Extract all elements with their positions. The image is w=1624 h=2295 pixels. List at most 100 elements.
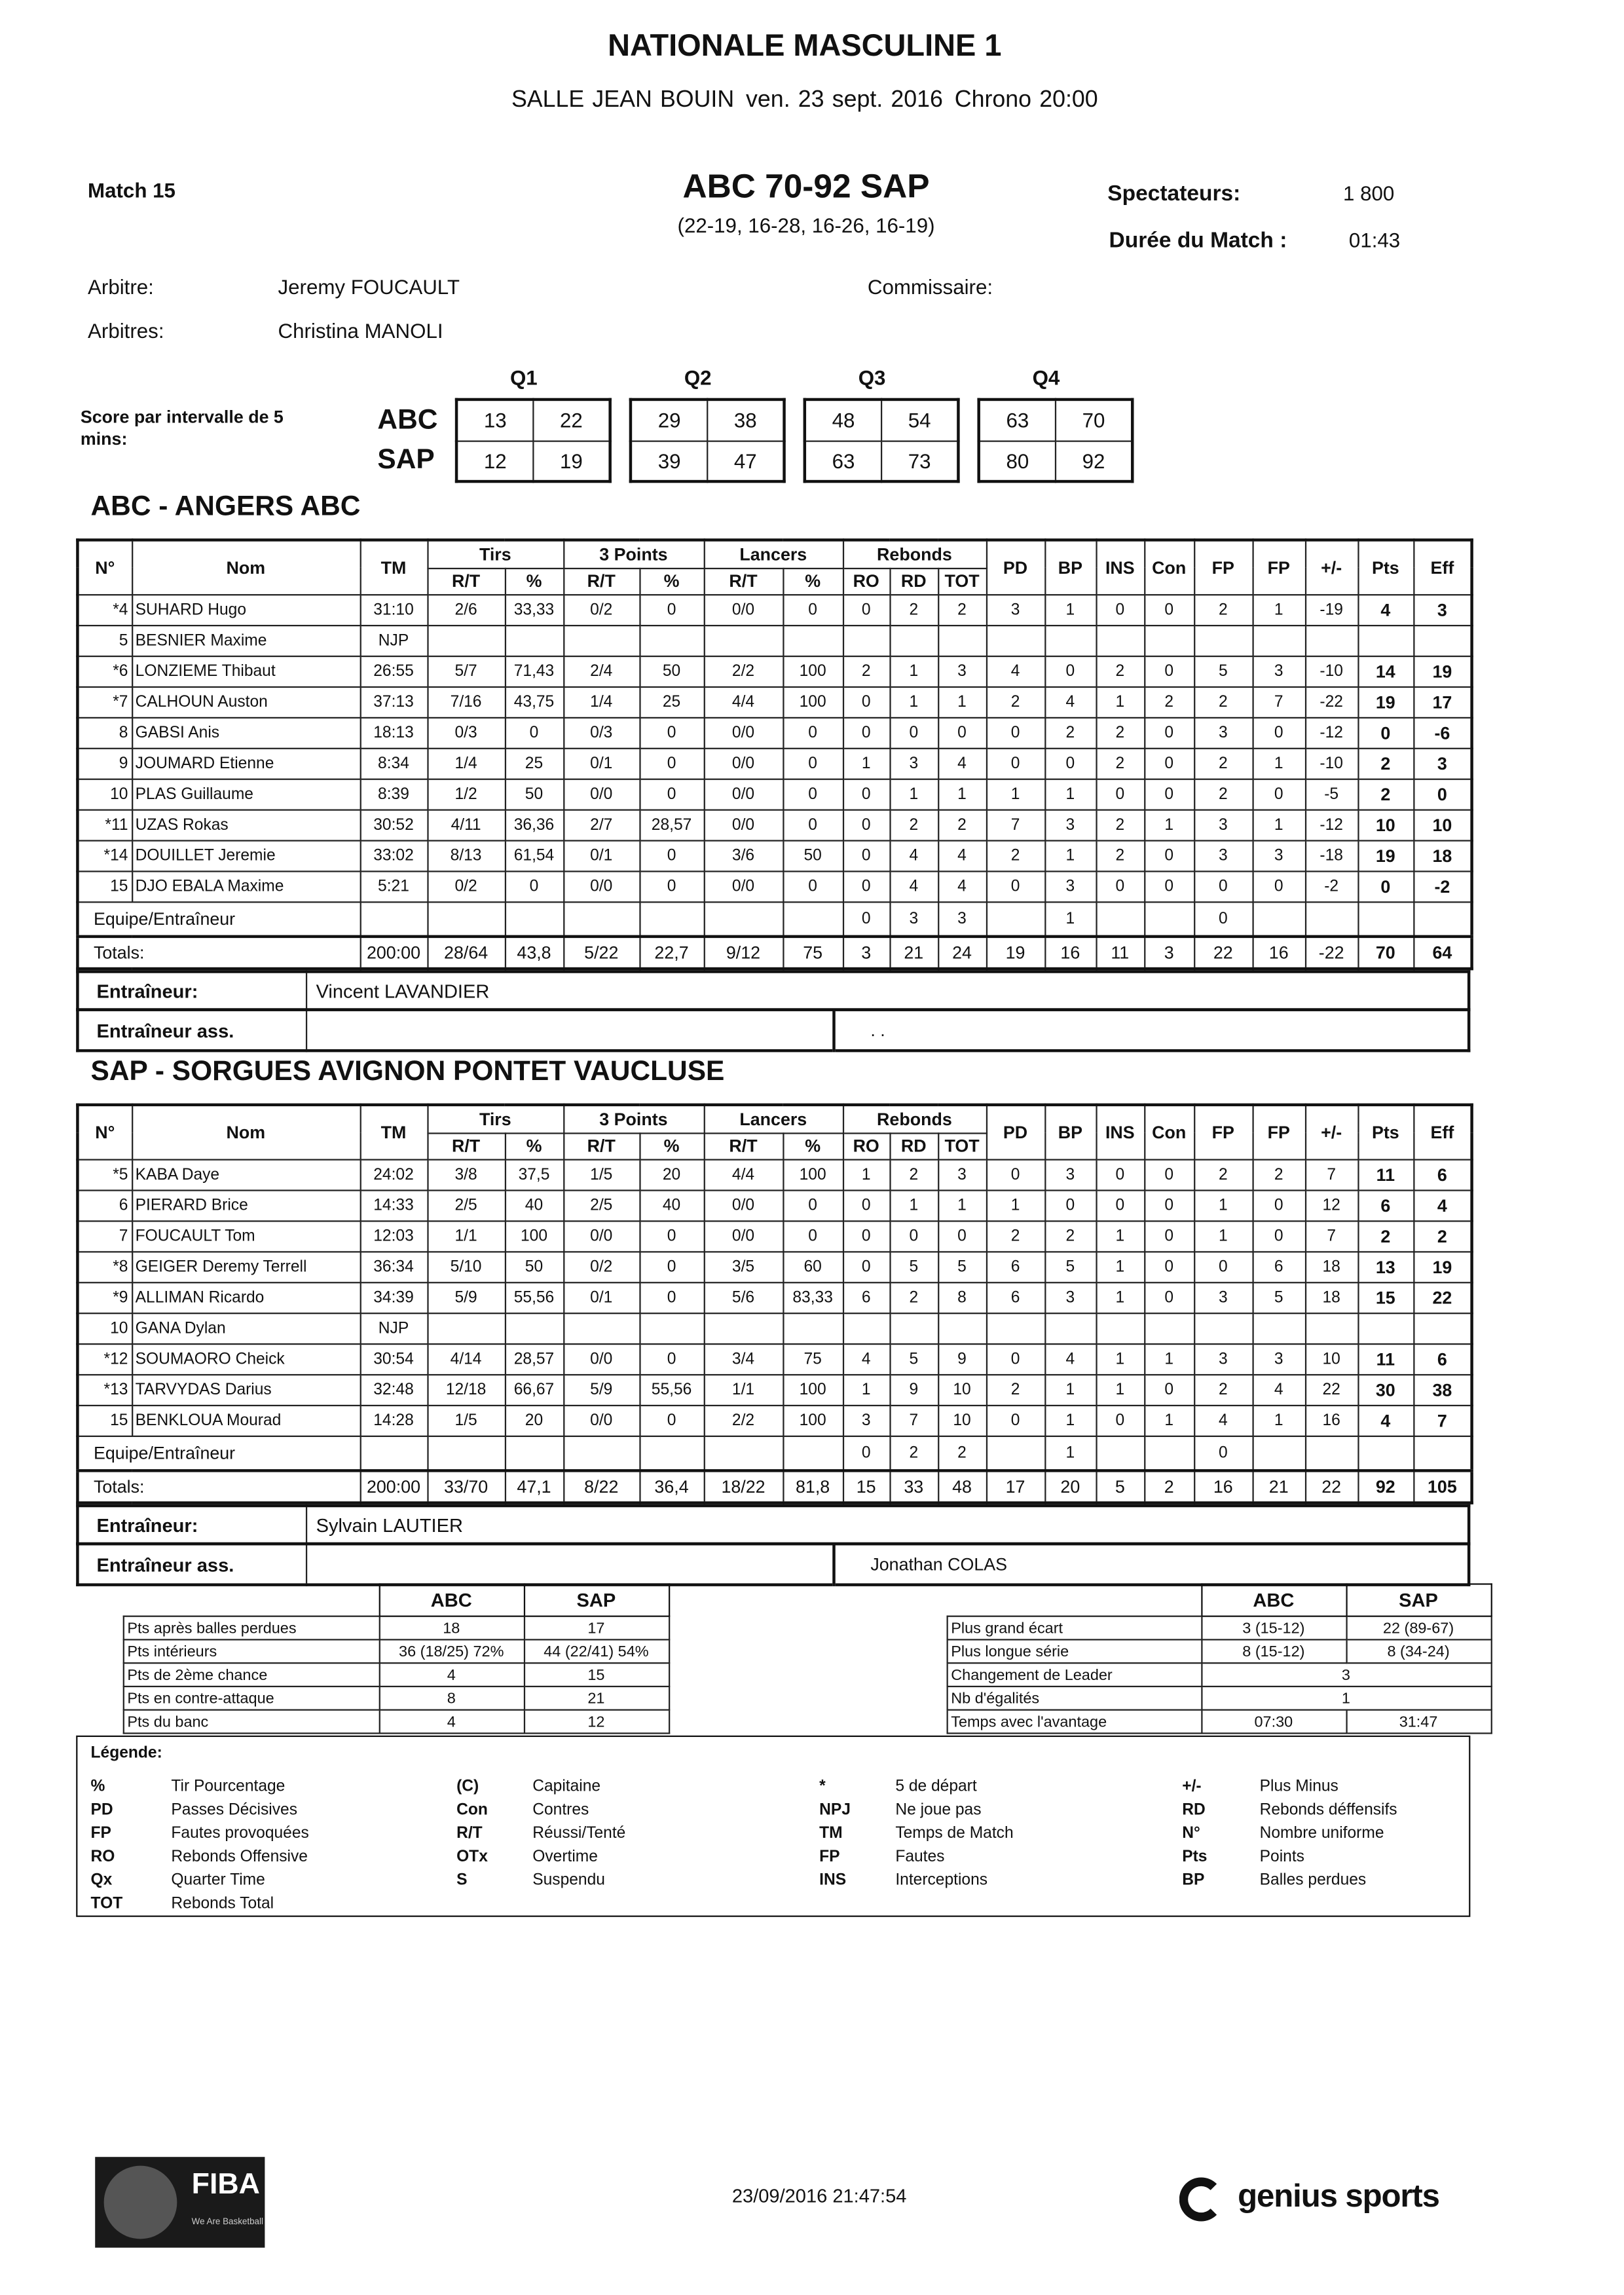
player-stat: 2 bbox=[1095, 654, 1145, 687]
player-name: GEIGER Deremy Terrell bbox=[130, 1250, 361, 1283]
player-stat: 2 bbox=[1095, 808, 1145, 841]
summary-row: Pts en contre-attaque 8 21 bbox=[122, 1685, 670, 1711]
player-stat: 4 bbox=[1193, 1404, 1253, 1436]
player-stat: 0/0 bbox=[563, 870, 640, 903]
player-stat: 5/10 bbox=[426, 1250, 506, 1283]
player-row: 10 GANA Dylan NJP bbox=[77, 1311, 1473, 1345]
player-stat: 0/1 bbox=[563, 1281, 640, 1314]
player-number: 10 bbox=[77, 777, 133, 810]
legend-text: Temps de Match bbox=[895, 1825, 1014, 1842]
referee: Jeremy FOUCAULT bbox=[278, 275, 460, 299]
stat-table: N° Nom TM Tirs 3 Points Lancers Rebonds PD BP INS… bbox=[76, 538, 1473, 971]
empty-cell bbox=[703, 624, 784, 657]
player-stat: 0 bbox=[638, 716, 705, 749]
player-row: *12 SOUMAORO Cheick 30:54 4/14 28,57 0/0 0 3/4 7… bbox=[77, 1342, 1473, 1375]
group-header: Rebonds bbox=[841, 539, 987, 569]
player-stat: 0 bbox=[1143, 1158, 1195, 1191]
player-stat: 9 bbox=[937, 1342, 987, 1375]
player-stat: 50 bbox=[782, 839, 844, 872]
player-stat: 0 bbox=[1251, 1189, 1306, 1222]
empty-cell bbox=[504, 624, 564, 657]
player-stat: 0 bbox=[1143, 747, 1195, 779]
empty-cell bbox=[1251, 1434, 1306, 1472]
interval-row: 39 47 bbox=[629, 439, 785, 483]
empty-cell bbox=[1357, 1434, 1414, 1472]
player-stat: 5 bbox=[889, 1250, 939, 1283]
player-number: 15 bbox=[77, 1404, 133, 1436]
total-value: 22 bbox=[1193, 935, 1253, 970]
player-stat: 0 bbox=[841, 593, 891, 626]
legend-text: Fautes provoquées bbox=[171, 1825, 309, 1842]
player-stat: 4 bbox=[889, 870, 939, 903]
empty-cell bbox=[1304, 1311, 1359, 1345]
player-row: 15 BENKLOUA Mourad 14:28 1/5 20 0/0 0 2/2 100 3 7 1… bbox=[77, 1404, 1473, 1436]
duration: 01:43 bbox=[1348, 228, 1401, 252]
empty-cell bbox=[703, 1311, 784, 1345]
player-stat: 2/5 bbox=[563, 1189, 640, 1222]
subtitle-chrono: Chrono 20:00 bbox=[954, 88, 1098, 113]
player-stat: 0 bbox=[1143, 839, 1195, 872]
player-stat: 3/8 bbox=[426, 1158, 506, 1191]
player-stat: 2 bbox=[985, 685, 1046, 718]
player-stat: 2 bbox=[985, 1373, 1046, 1406]
player-stat: 1/4 bbox=[426, 747, 506, 779]
summary-team: SAP bbox=[523, 1583, 670, 1617]
player-stat: 7 bbox=[1304, 1220, 1359, 1252]
player-stat: 10 bbox=[937, 1404, 987, 1436]
interval-box: 29 38 39 47 bbox=[629, 398, 786, 483]
subtitle: SALLE JEAN BOUIN ven. 23 sept. 2016 Chrono… bbox=[0, 88, 1610, 114]
team-rebound: 0 bbox=[841, 901, 891, 938]
assistant-label: Entraîneur ass. bbox=[77, 1542, 308, 1586]
player-stat: 4/4 bbox=[703, 1158, 784, 1191]
player-stat: 0 bbox=[1143, 1373, 1195, 1406]
header-row: N° Nom TM Tirs 3 Points Lancers Rebonds PD BP INS… bbox=[77, 539, 1473, 595]
player-stat: 0 bbox=[638, 870, 705, 903]
player-stat: 43,75 bbox=[504, 685, 564, 718]
interval-score: 92 bbox=[1054, 439, 1134, 483]
player-stat: 18 bbox=[1304, 1281, 1359, 1314]
total-value: 18/22 bbox=[703, 1470, 784, 1504]
summary-table: ABC SAP Plus grand écart 3 (15-12) 22 (89-67… bbox=[946, 1583, 1492, 1734]
column-header: TM bbox=[359, 539, 428, 595]
empty-cell bbox=[937, 1311, 987, 1345]
empty-cell bbox=[1095, 1311, 1145, 1345]
empty-cell bbox=[305, 1009, 836, 1052]
player-stat: 0 bbox=[841, 839, 891, 872]
empty-cell bbox=[1412, 901, 1473, 938]
referee-label: Arbitre: bbox=[88, 275, 154, 299]
legend-text: Passes Décisives bbox=[171, 1801, 297, 1819]
player-stat: 5/7 bbox=[426, 654, 506, 687]
player-stat: 2/5 bbox=[426, 1189, 506, 1222]
player-stat: 26:55 bbox=[359, 654, 428, 687]
player-stat: 50 bbox=[504, 777, 564, 810]
interval-score: 63 bbox=[803, 439, 883, 483]
player-number: 8 bbox=[77, 716, 133, 749]
empty-cell bbox=[889, 1311, 939, 1345]
legend-text: Contres bbox=[532, 1801, 589, 1819]
empty-cell bbox=[638, 1311, 705, 1345]
player-stat: 4 bbox=[889, 839, 939, 872]
empty-cell bbox=[782, 901, 844, 938]
summary-row: Changement de Leader 3 bbox=[946, 1662, 1492, 1688]
player-number: *8 bbox=[77, 1250, 133, 1283]
group-header: Tirs bbox=[426, 539, 564, 569]
interval-score: 12 bbox=[455, 439, 534, 483]
column-header: Pts bbox=[1357, 539, 1414, 595]
summary-value: 31:47 bbox=[1345, 1709, 1492, 1734]
legend-code: OTx bbox=[456, 1848, 488, 1866]
coach-row: Entraîneur: Sylvain LAUTIER bbox=[77, 1504, 1470, 1545]
title: NATIONALE MASCULINE 1 bbox=[608, 29, 1002, 64]
player-stat: 0 bbox=[1143, 1281, 1195, 1314]
empty-cell bbox=[1357, 901, 1414, 938]
empty-cell bbox=[985, 1434, 1046, 1472]
player-stat: 0 bbox=[841, 1220, 891, 1252]
team-row-label: Equipe/Entraîneur bbox=[77, 901, 361, 938]
player-stat: 1 bbox=[841, 1158, 891, 1191]
column-header: RD bbox=[889, 567, 939, 595]
legend-text: Points bbox=[1259, 1848, 1304, 1866]
interval-score: 73 bbox=[880, 439, 959, 483]
team-fp: 0 bbox=[1193, 1434, 1253, 1472]
total-value: 9/12 bbox=[703, 935, 784, 970]
player-stat: 2/6 bbox=[426, 593, 506, 626]
